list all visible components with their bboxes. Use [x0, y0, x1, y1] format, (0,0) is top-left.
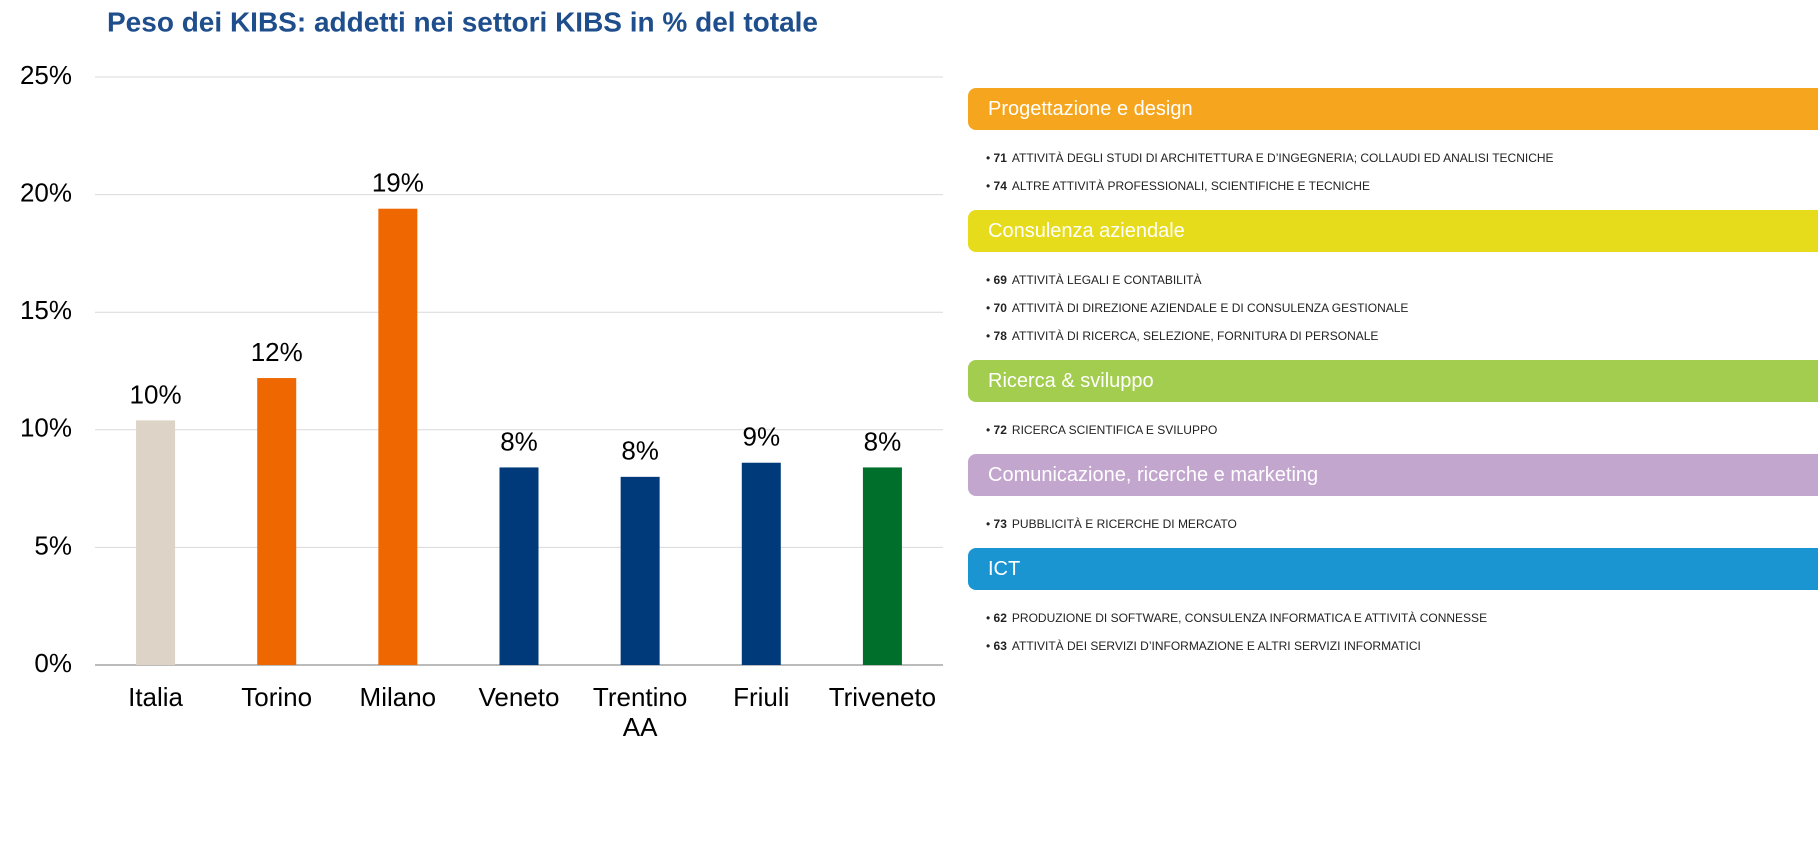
- sector-text: ALTRE ATTIVITÀ PROFESSIONALI, SCIENTIFIC…: [1011, 179, 1370, 193]
- sector-panel: Progettazione e design • 71 ATTIVITÀ DEGLI…: [968, 88, 1818, 670]
- section-header: Comunicazione, ricerche e marketing: [968, 454, 1818, 496]
- sector-text: RICERCA SCIENTIFICA E SVILUPPO: [1011, 423, 1218, 437]
- section-header: Consulenza aziendale: [968, 210, 1818, 252]
- x-tick-label: Italia: [128, 682, 184, 712]
- bar: [257, 378, 297, 665]
- y-tick-label: 5%: [34, 530, 72, 560]
- sector-item: • 62 PRODUZIONE DI SOFTWARE, CONSULENZA I…: [986, 604, 1818, 632]
- section-items: • 71 ATTIVITÀ DEGLI STUDI DI ARCHITETTURA…: [968, 130, 1818, 210]
- sector-item: • 71 ATTIVITÀ DEGLI STUDI DI ARCHITETTURA…: [986, 144, 1818, 172]
- sector-code: 63: [993, 639, 1007, 653]
- section-items: • 69 ATTIVITÀ LEGALI E CONTABILITÀ • 70 ATT…: [968, 252, 1818, 360]
- section-header: ICT: [968, 548, 1818, 590]
- sector-item: • 70 ATTIVITÀ DI DIREZIONE AZIENDALE E DI…: [986, 294, 1818, 322]
- bar: [741, 462, 781, 665]
- bar: [499, 467, 539, 665]
- x-tick-label: Friuli: [733, 682, 790, 712]
- sector-text: ATTIVITÀ DI DIREZIONE AZIENDALE E DI CON…: [1011, 301, 1409, 315]
- x-tick-label: Torino: [241, 682, 313, 712]
- value-label: 8%: [864, 426, 902, 456]
- bullet: •: [986, 517, 994, 531]
- sector-item: • 69 ATTIVITÀ LEGALI E CONTABILITÀ: [986, 266, 1818, 294]
- sector-item: • 72 RICERCA SCIENTIFICA E SVILUPPO: [986, 416, 1818, 444]
- value-label: 19%: [372, 168, 424, 198]
- bullet: •: [986, 273, 994, 287]
- sector-text: PRODUZIONE DI SOFTWARE, CONSULENZA INFOR…: [1011, 611, 1488, 625]
- value-label: 9%: [742, 422, 780, 452]
- sector-code: 72: [993, 423, 1007, 437]
- value-label: 8%: [500, 426, 538, 456]
- bullet: •: [986, 611, 994, 625]
- y-tick-label: 20%: [20, 177, 72, 207]
- sector-code: 69: [993, 273, 1007, 287]
- sector-code: 71: [993, 151, 1007, 165]
- value-label: 10%: [130, 379, 182, 409]
- sector-item: • 63 ATTIVITÀ DEI SERVIZI D’INFORMAZIONE …: [986, 632, 1818, 660]
- sector-text: PUBBLICITÀ E RICERCHE DI MERCATO: [1011, 517, 1237, 531]
- section-items: • 62 PRODUZIONE DI SOFTWARE, CONSULENZA I…: [968, 590, 1818, 670]
- sector-item: • 78 ATTIVITÀ DI RICERCA, SELEZIONE, FORN…: [986, 322, 1818, 350]
- sector-item: • 73 PUBBLICITÀ E RICERCHE DI MERCATO: [986, 510, 1818, 538]
- chart-title: Peso dei KIBS: addetti nei settori KIBS …: [107, 6, 818, 37]
- sector-text: ATTIVITÀ DEI SERVIZI D’INFORMAZIONE E AL…: [1011, 639, 1421, 653]
- y-tick-label: 0%: [34, 648, 72, 678]
- sector-item: • 74 ALTRE ATTIVITÀ PROFESSIONALI, SCIENT…: [986, 172, 1818, 200]
- section-items: • 72 RICERCA SCIENTIFICA E SVILUPPO: [968, 402, 1818, 454]
- sector-text: ATTIVITÀ DI RICERCA, SELEZIONE, FORNITUR…: [1011, 329, 1379, 343]
- bar: [136, 420, 176, 665]
- value-label: 12%: [251, 337, 303, 367]
- section-header: Progettazione e design: [968, 88, 1818, 130]
- x-tick-label: Trentino AA: [592, 682, 688, 742]
- sector-code: 70: [993, 301, 1007, 315]
- bullet: •: [986, 301, 994, 315]
- sector-code: 73: [993, 517, 1007, 531]
- bullet: •: [986, 423, 994, 437]
- y-tick-label: 10%: [20, 413, 72, 443]
- sector-code: 74: [993, 179, 1007, 193]
- section-header: Ricerca & sviluppo: [968, 360, 1818, 402]
- sector-code: 62: [993, 611, 1007, 625]
- value-label: 8%: [621, 436, 659, 466]
- bullet: •: [986, 179, 994, 193]
- x-tick-label: Milano: [359, 682, 437, 712]
- bullet: •: [986, 639, 994, 653]
- bullet: •: [986, 329, 994, 343]
- bullet: •: [986, 151, 994, 165]
- sector-code: 78: [993, 329, 1007, 343]
- section-items: • 73 PUBBLICITÀ E RICERCHE DI MERCATO: [968, 496, 1818, 548]
- bar: [862, 467, 902, 665]
- chart: Peso dei KIBS: addetti nei settori KIBS …: [20, 6, 943, 678]
- y-tick-label: 25%: [20, 60, 72, 90]
- sector-text: ATTIVITÀ DEGLI STUDI DI ARCHITETTURA E D…: [1011, 151, 1554, 165]
- sector-text: ATTIVITÀ LEGALI E CONTABILITÀ: [1011, 273, 1202, 287]
- x-tick-label: Veneto: [478, 682, 560, 712]
- x-tick-label: Triveneto: [828, 682, 937, 712]
- bar: [620, 476, 660, 665]
- y-tick-label: 15%: [20, 295, 72, 325]
- bar: [378, 208, 418, 665]
